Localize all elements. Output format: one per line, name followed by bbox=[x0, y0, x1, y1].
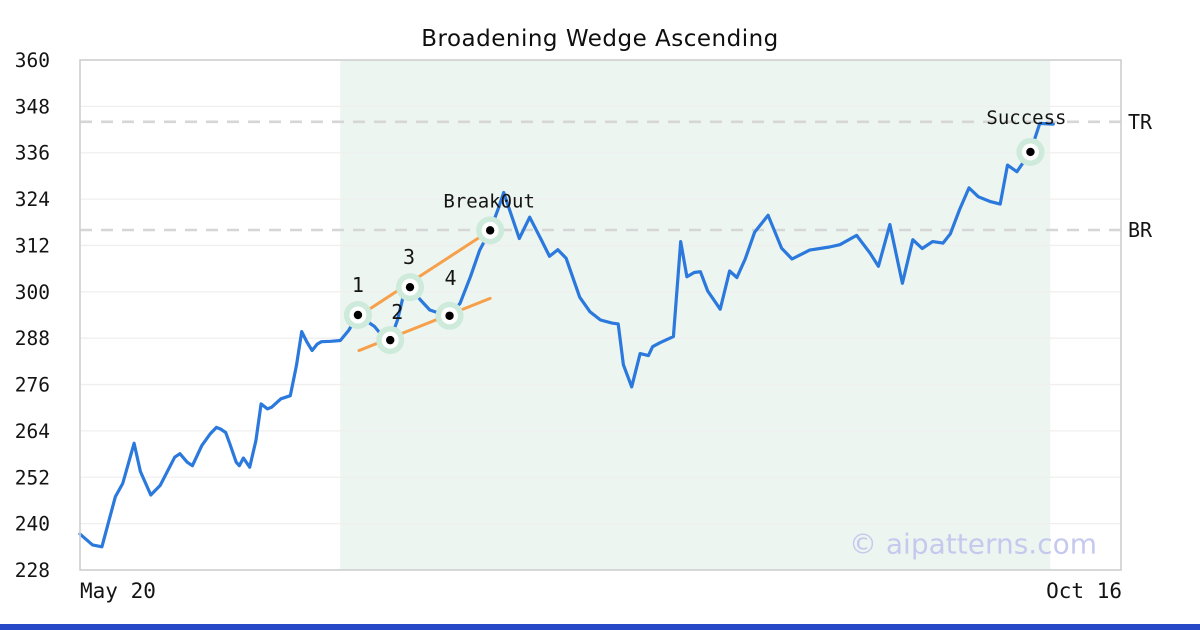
y-tick-label: 312 bbox=[15, 234, 50, 257]
y-tick-label: 276 bbox=[15, 374, 50, 397]
marker-break0ut-dot bbox=[485, 226, 495, 235]
y-tick-label: 288 bbox=[15, 327, 50, 350]
y-tick-label: 240 bbox=[15, 513, 50, 536]
y-tick-label: 252 bbox=[15, 466, 50, 489]
marker-2-dot bbox=[386, 335, 395, 345]
y-tick-label: 264 bbox=[15, 420, 50, 443]
annotation-2: 2 bbox=[391, 300, 403, 324]
marker-4-dot bbox=[445, 311, 454, 320]
annotation-3: 3 bbox=[403, 245, 415, 269]
y-tick-label: 300 bbox=[15, 281, 50, 304]
level-label-br: BR bbox=[1128, 218, 1153, 242]
y-tick-label: 336 bbox=[15, 142, 50, 165]
y-tick-label: 228 bbox=[15, 559, 50, 582]
marker-success-dot bbox=[1026, 147, 1035, 157]
y-tick-label: 324 bbox=[15, 188, 50, 211]
annotation-4: 4 bbox=[445, 266, 457, 290]
price-line bbox=[78, 121, 1055, 549]
y-tick-label: 360 bbox=[15, 49, 50, 72]
annotation-1: 1 bbox=[352, 273, 364, 297]
level-label-tr: TR bbox=[1128, 110, 1153, 134]
marker-1-dot bbox=[353, 310, 363, 320]
x-tick-label-end: Oct 16 bbox=[1046, 579, 1122, 603]
plot-border bbox=[79, 59, 1122, 571]
annotation-break0ut: Break0ut bbox=[443, 190, 535, 212]
y-tick-label: 348 bbox=[15, 95, 50, 118]
watermark: © aipatterns.com bbox=[848, 527, 1098, 561]
marker-3-dot bbox=[405, 282, 415, 292]
annotation-success: Success bbox=[986, 107, 1066, 129]
x-tick-label-start: May 20 bbox=[80, 579, 156, 603]
chart-title: Broadening Wedge Ascending bbox=[421, 26, 779, 52]
trendline-upper bbox=[351, 228, 492, 322]
footer-accent-bar bbox=[0, 624, 1200, 630]
